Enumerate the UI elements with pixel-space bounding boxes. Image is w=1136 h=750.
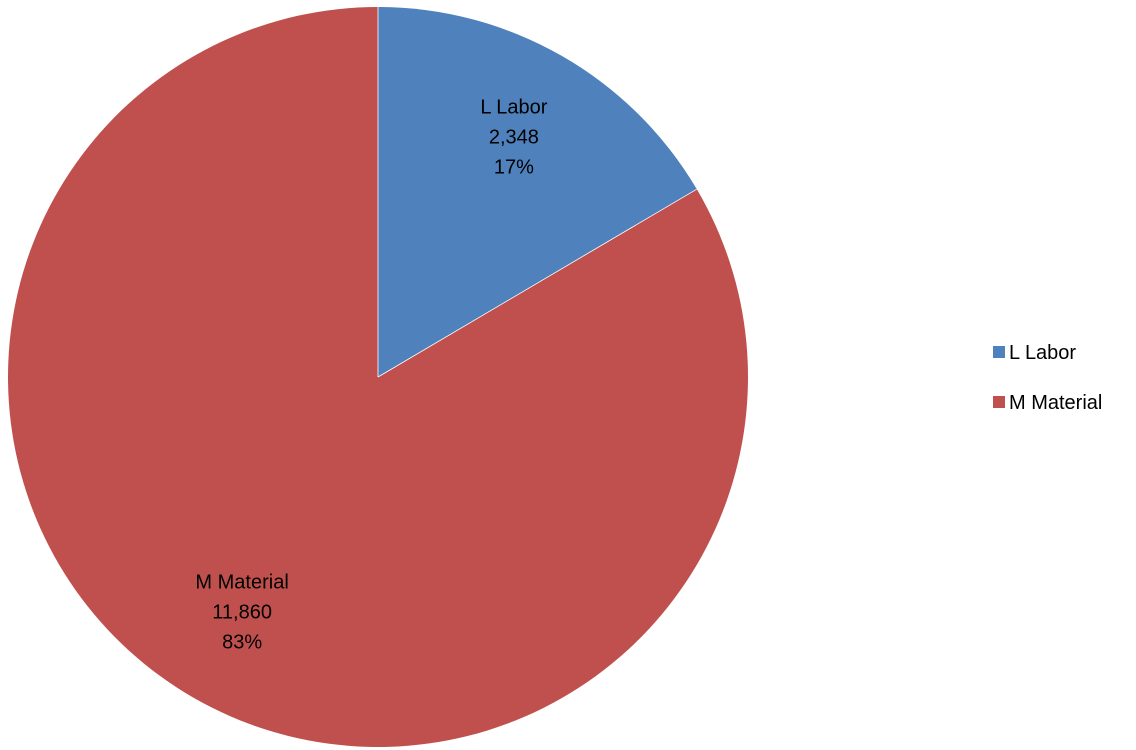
chart-legend: L Labor M Material <box>993 342 1102 414</box>
pie-slice-l-labor <box>378 7 697 377</box>
pie-slices <box>8 7 749 747</box>
data-label-value-m-material: 11,860 <box>212 602 272 624</box>
data-label-value-l-labor: 2,348 <box>489 126 539 148</box>
legend-swatch-m-material <box>993 396 1005 408</box>
data-label-percent-l-labor: 17% <box>494 156 534 178</box>
pie-data-labels: L Labor 2,348 17% M Material 11,860 83% <box>195 96 547 653</box>
legend-label-l-labor: L Labor <box>1009 342 1076 364</box>
data-label-name-l-labor: L Labor <box>480 96 547 118</box>
legend-label-m-material: M Material <box>1009 392 1102 414</box>
legend-swatch-l-labor <box>993 346 1005 358</box>
slice-separator <box>377 188 697 378</box>
data-label-percent-m-material: 83% <box>222 632 262 654</box>
data-label-name-m-material: M Material <box>195 572 288 594</box>
